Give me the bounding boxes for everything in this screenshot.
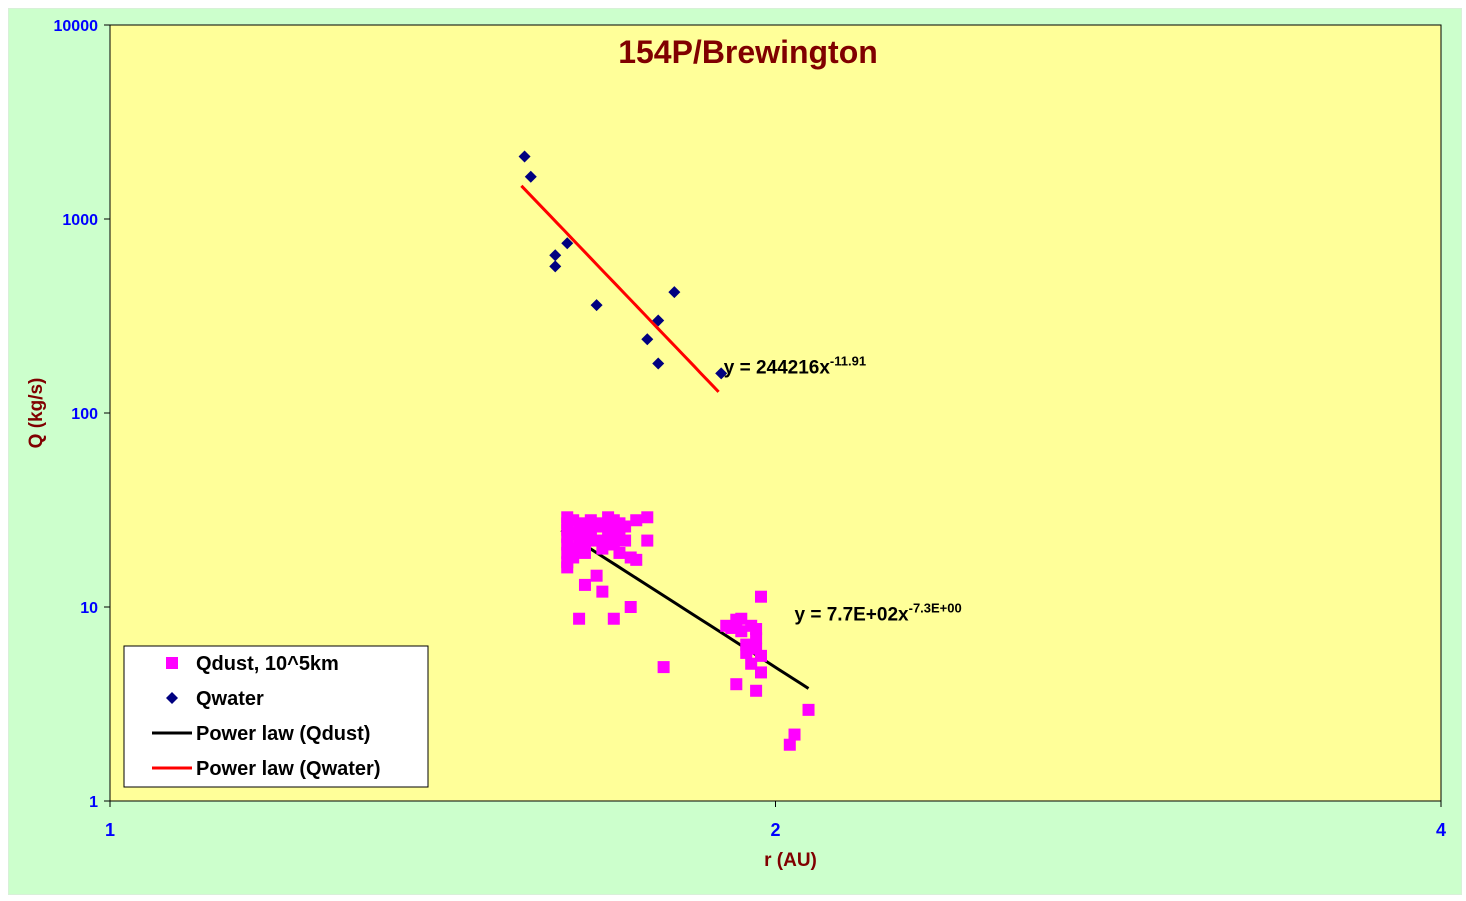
legend-box xyxy=(123,645,429,788)
qdust-point xyxy=(745,657,758,670)
qwater-point xyxy=(524,170,537,183)
qdust-point xyxy=(578,546,591,559)
qwater-point xyxy=(549,260,562,273)
qwater-point xyxy=(549,249,562,262)
x-axis-label: r (AU) xyxy=(764,850,817,871)
qdust-point xyxy=(641,511,654,524)
qdust-point xyxy=(750,684,763,697)
trendline-equations: y = 7.7E+02x-7.3E+00 y = 244216x-11.91 xyxy=(724,353,962,625)
qwater-point xyxy=(561,237,574,250)
qdust-point xyxy=(802,703,815,716)
qdust-point xyxy=(578,578,591,591)
axes: 1 10 100 1000 10000 1 2 4 xyxy=(54,18,1447,840)
x-tick-label: 4 xyxy=(1436,820,1446,840)
legend-label: Power law (Qwater) xyxy=(196,758,381,780)
qdust-point xyxy=(754,649,767,662)
qdust-point xyxy=(619,534,632,547)
qdust-point xyxy=(619,520,632,533)
trendlines xyxy=(520,184,810,690)
qdust-point xyxy=(641,534,654,547)
qdust-point xyxy=(754,666,767,679)
qdust-point xyxy=(630,553,643,566)
qdust-point xyxy=(657,661,670,674)
qdust-point xyxy=(630,514,643,527)
y-axis-label: Q (kg/s) xyxy=(26,378,47,449)
qdust-point xyxy=(613,546,626,559)
qdust-point xyxy=(750,623,763,636)
trendline-equation: y = 244216x-11.91 xyxy=(724,353,866,378)
qdust-point xyxy=(750,632,763,645)
qdust-point xyxy=(607,612,620,625)
trendline-power-law-qwater xyxy=(520,184,720,393)
qdust-point xyxy=(624,601,637,613)
qdust-point xyxy=(567,551,580,564)
chart-title: 154P/Brewington xyxy=(618,34,878,70)
x-tick-label: 2 xyxy=(770,820,780,840)
qdust-point xyxy=(735,625,748,638)
qdust-point xyxy=(740,638,753,651)
qdust-point xyxy=(754,590,767,603)
legend-marker-square xyxy=(166,657,178,669)
data-points xyxy=(518,150,815,751)
qdust-point xyxy=(788,728,801,741)
qwater-point xyxy=(715,367,728,380)
x-tick-label: 1 xyxy=(105,820,115,840)
trendline-equation: y = 7.7E+02x-7.3E+00 xyxy=(795,601,962,626)
legend-label: Qwater xyxy=(196,688,264,710)
qdust-point xyxy=(561,561,574,574)
y-tick-label: 10000 xyxy=(54,18,99,35)
qwater-point xyxy=(641,333,654,346)
y-tick-label: 1 xyxy=(89,794,98,811)
y-tick-label: 100 xyxy=(71,406,98,423)
qwater-point xyxy=(590,299,603,312)
qdust-point xyxy=(730,678,743,691)
y-tick-label: 10 xyxy=(80,600,98,617)
qdust-point xyxy=(735,612,748,625)
trendline-power-law-qdust xyxy=(560,528,810,690)
legend-label: Qdust, 10^5km xyxy=(196,653,339,675)
qdust-point xyxy=(783,738,796,751)
qdust-point xyxy=(590,569,603,582)
qwater-point xyxy=(518,150,531,163)
legend-label: Power law (Qdust) xyxy=(196,723,370,745)
qdust-point xyxy=(596,585,609,598)
qwater-point xyxy=(652,357,665,370)
y-tick-label: 1000 xyxy=(62,212,98,229)
qdust-point xyxy=(573,612,586,625)
legend: Qdust, 10^5km Qwater Power law (Qdust) Powe… xyxy=(123,645,429,788)
legend-marker-diamond xyxy=(166,692,178,704)
qwater-point xyxy=(652,314,665,327)
qwater-point xyxy=(668,286,681,299)
